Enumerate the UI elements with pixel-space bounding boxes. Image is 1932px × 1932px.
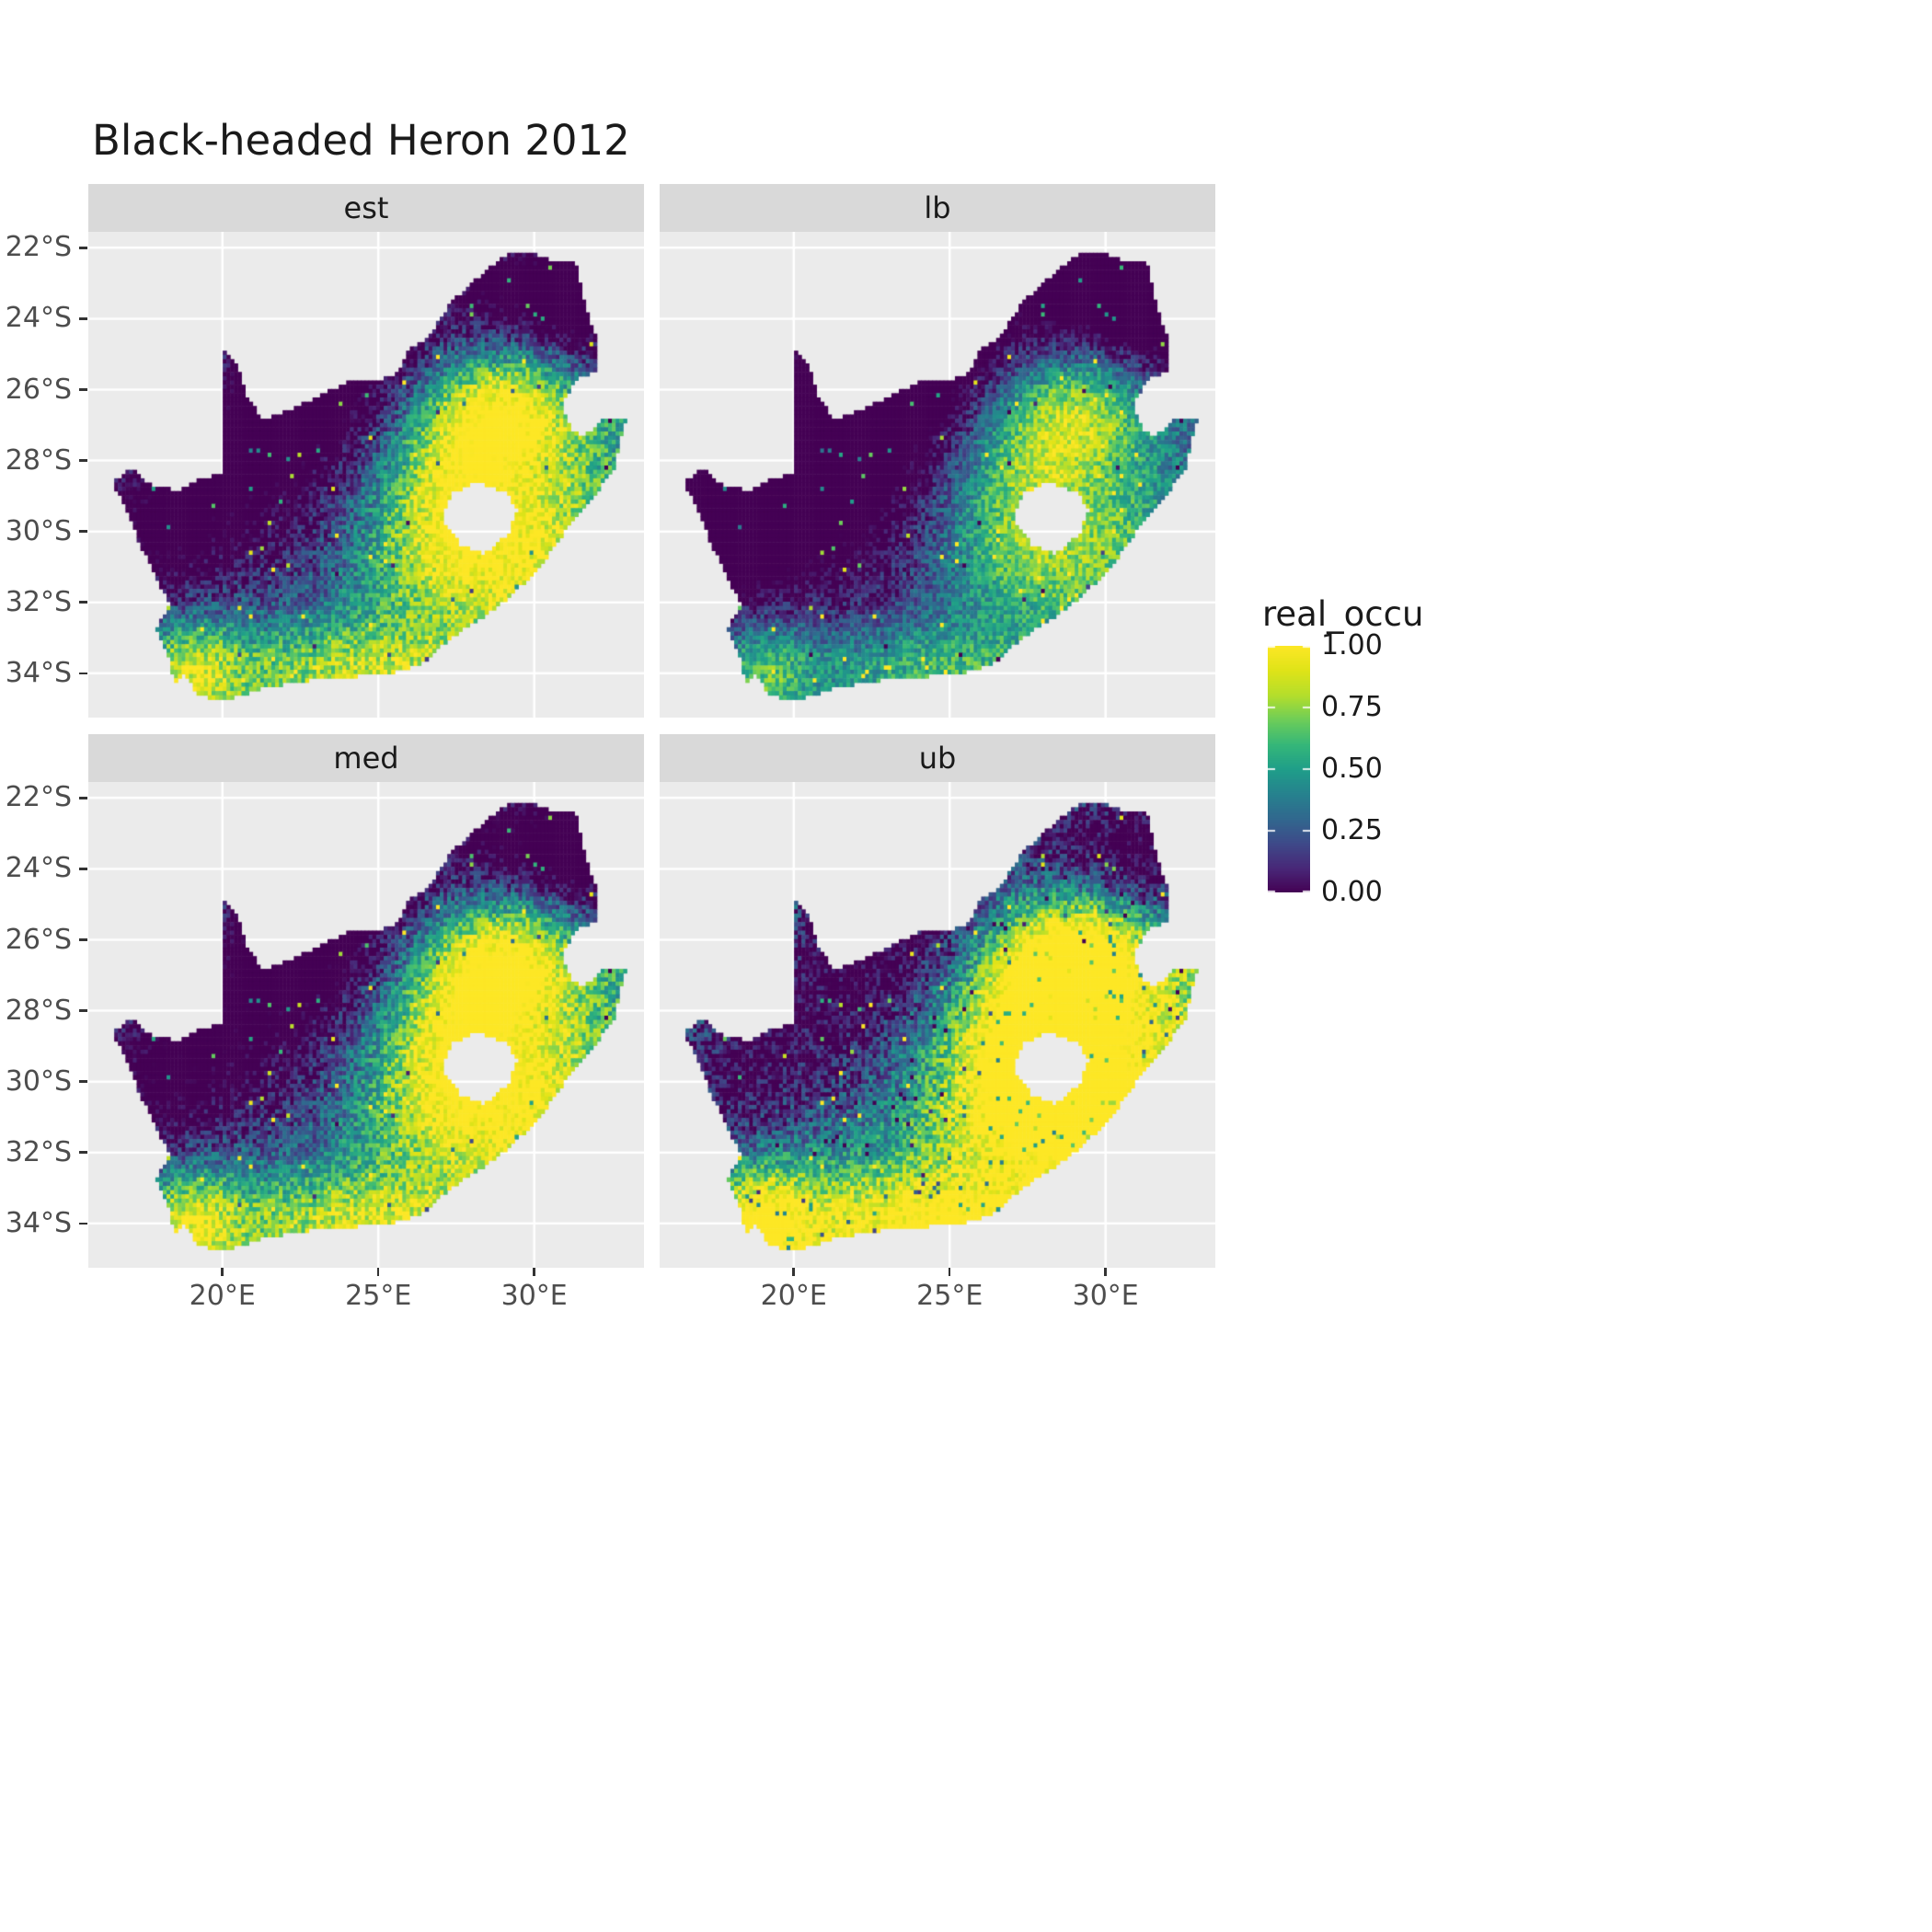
facet-strip: est [88, 184, 644, 232]
legend-colorbar [1268, 646, 1310, 892]
y-axis-tick [79, 938, 87, 941]
legend-tick-label: 0.75 [1321, 691, 1383, 723]
y-axis-tick [79, 388, 87, 391]
y-axis-tick-label: 28°S [5, 994, 72, 1027]
y-axis-tick [79, 1009, 87, 1012]
facet-est: est [88, 184, 644, 718]
x-axis-tick [1104, 1268, 1107, 1276]
y-axis-tick [79, 868, 87, 870]
facet-label: est [343, 190, 389, 225]
x-axis-tick-label: 20°E [760, 1280, 827, 1312]
facet-label: lb [924, 190, 951, 225]
facet-strip: lb [660, 184, 1215, 232]
y-axis-tick-label: 32°S [5, 1135, 72, 1168]
y-axis-tick [79, 247, 87, 249]
legend-tick-label: 0.25 [1321, 814, 1383, 846]
y-axis-tick [79, 459, 87, 462]
y-axis-tick-label: 32°S [5, 585, 72, 618]
y-axis-tick [79, 1151, 87, 1154]
y-axis-tick-label: 24°S [5, 852, 72, 885]
facet-strip: med [88, 734, 644, 782]
x-axis-tick [221, 1268, 224, 1276]
legend-title: real_occu [1262, 594, 1424, 634]
plot-title: Black-headed Heron 2012 [92, 116, 630, 165]
y-axis-tick-label: 22°S [5, 231, 72, 264]
facet-lb: lb [660, 184, 1215, 718]
y-axis-tick-label: 34°S [5, 1206, 72, 1239]
x-axis-tick [948, 1268, 951, 1276]
y-axis-tick-label: 34°S [5, 656, 72, 689]
y-axis-tick [79, 1080, 87, 1083]
y-axis-tick-label: 28°S [5, 443, 72, 477]
x-axis-tick-label: 25°E [345, 1280, 412, 1312]
y-axis-tick-label: 30°S [5, 514, 72, 547]
x-axis-tick [533, 1268, 535, 1276]
y-axis-tick [79, 797, 87, 799]
y-axis-tick [79, 1222, 87, 1225]
y-axis-tick-label: 30°S [5, 1064, 72, 1098]
y-axis-tick [79, 530, 87, 533]
facet-label: ub [918, 741, 957, 776]
x-axis-tick [792, 1268, 795, 1276]
map-panel-est [88, 232, 644, 718]
x-axis-tick-label: 30°E [1072, 1280, 1139, 1312]
legend-tick-label: 0.50 [1321, 753, 1383, 785]
facet-med: med [88, 734, 644, 1268]
map-panel-med [88, 782, 644, 1268]
y-axis-tick-label: 26°S [5, 373, 72, 406]
facet-ub: ub [660, 734, 1215, 1268]
facet-strip: ub [660, 734, 1215, 782]
y-axis-tick-label: 26°S [5, 923, 72, 956]
map-panel-ub [660, 782, 1215, 1268]
legend: real_occu 1.00 0.75 0.50 0.25 0.00 [1262, 594, 1483, 981]
legend-tick-label: 1.00 [1321, 629, 1383, 661]
y-axis-tick-label: 22°S [5, 781, 72, 814]
y-axis-tick [79, 601, 87, 604]
x-axis-tick-label: 25°E [916, 1280, 983, 1312]
x-axis-tick-label: 20°E [189, 1280, 256, 1312]
map-panel-lb [660, 232, 1215, 718]
y-axis-tick-label: 24°S [5, 302, 72, 335]
y-axis-tick [79, 317, 87, 320]
facet-label: med [333, 741, 399, 776]
x-axis-tick-label: 30°E [500, 1280, 568, 1312]
x-axis-tick [376, 1268, 380, 1276]
y-axis-tick [79, 672, 87, 675]
legend-tick-label: 0.00 [1321, 876, 1383, 908]
